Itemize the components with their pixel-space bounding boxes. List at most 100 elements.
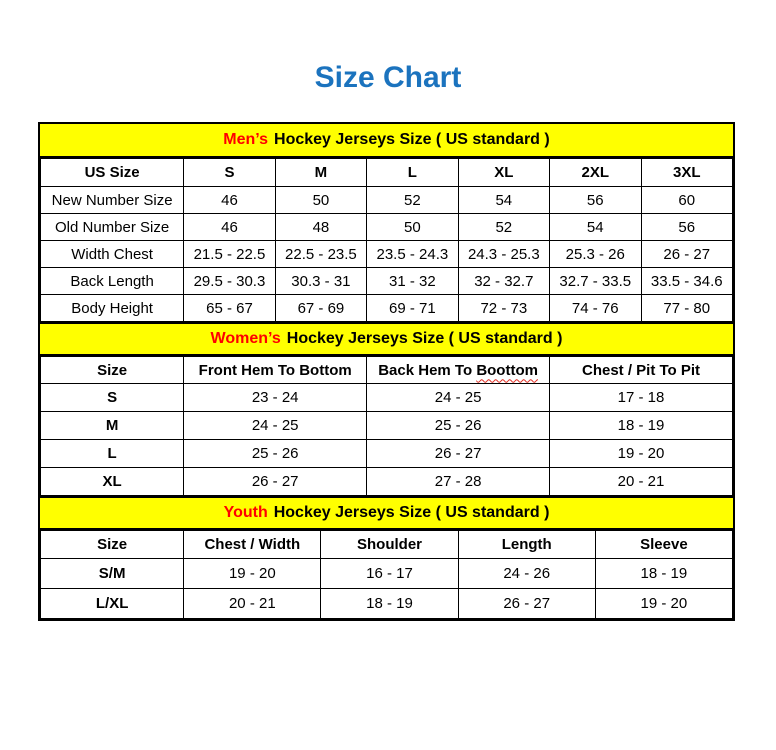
value-cell: 46 <box>183 186 276 214</box>
value-cell: 52 <box>366 186 459 214</box>
value-cell: 19 - 20 <box>549 439 733 468</box>
value-cell: 25 - 26 <box>366 411 551 440</box>
row-label: L/XL <box>39 588 185 619</box>
value-cell: 26 - 27 <box>640 240 733 268</box>
table-row: S/M 19 - 20 16 - 17 24 - 26 18 - 19 <box>39 558 734 589</box>
heading-accent: Youth <box>223 504 268 521</box>
value-cell: 52 <box>457 213 551 241</box>
column-header: Length <box>457 530 596 559</box>
value-cell: 19 - 20 <box>183 558 322 589</box>
value-cell: 16 - 17 <box>320 558 459 589</box>
value-cell: 77 - 80 <box>640 294 733 322</box>
value-cell: 24.3 - 25.3 <box>457 240 551 268</box>
value-cell: 32 - 32.7 <box>457 267 551 295</box>
value-cell: 74 - 76 <box>549 294 642 322</box>
value-cell: 29.5 - 30.3 <box>183 267 276 295</box>
column-header: M <box>274 158 368 187</box>
value-cell: 72 - 73 <box>457 294 551 322</box>
value-cell: 56 <box>640 213 733 241</box>
row-label: New Number Size <box>39 186 185 214</box>
row-label: Back Length <box>39 267 185 295</box>
value-cell: 26 - 27 <box>457 588 596 619</box>
size-table-youth: Size Chest / Width Shoulder Length Sleeve S/M… <box>39 530 734 619</box>
section-heading-mens: Men’s Hockey Jerseys Size ( US standard ) <box>40 124 733 158</box>
row-label: M <box>39 411 185 440</box>
value-cell: 17 - 18 <box>549 383 733 412</box>
section-womens: Women’s Hockey Jerseys Size ( US standard… <box>39 322 733 496</box>
table-row: L 25 - 26 26 - 27 19 - 20 <box>39 439 733 468</box>
table-row: Body Height 65 - 67 67 - 69 69 - 71 72 - 73 7… <box>39 294 733 322</box>
value-cell: 27 - 28 <box>366 467 551 496</box>
value-cell: 48 <box>274 213 368 241</box>
column-header: 3XL <box>640 158 733 187</box>
header-row: US Size S M L XL 2XL 3XL <box>39 158 733 187</box>
row-label: Body Height <box>39 294 185 322</box>
column-header: Size <box>39 530 185 559</box>
row-label: Width Chest <box>39 240 185 268</box>
column-header: L <box>366 158 459 187</box>
value-cell: 33.5 - 34.6 <box>640 267 733 295</box>
column-header: Back Hem To Boottom <box>366 356 551 384</box>
value-cell: 46 <box>183 213 276 241</box>
value-cell: 69 - 71 <box>366 294 459 322</box>
header-row: Size Front Hem To Bottom Back Hem To Boott… <box>39 356 733 384</box>
section-mens: Men’s Hockey Jerseys Size ( US standard )… <box>39 124 733 322</box>
value-cell: 60 <box>640 186 733 214</box>
value-cell: 18 - 19 <box>594 558 734 589</box>
value-cell: 20 - 21 <box>549 467 733 496</box>
section-youth: Youth Hockey Jerseys Size ( US standard )… <box>39 496 734 619</box>
value-cell: 24 - 26 <box>457 558 596 589</box>
value-cell: 26 - 27 <box>366 439 551 468</box>
value-cell: 22.5 - 23.5 <box>274 240 368 268</box>
value-cell: 56 <box>549 186 642 214</box>
value-cell: 50 <box>366 213 459 241</box>
value-cell: 26 - 27 <box>183 467 368 496</box>
column-header: Chest / Width <box>183 530 322 559</box>
page-title: Size Chart <box>314 61 462 94</box>
misspelled-word: Boottom <box>476 361 538 379</box>
value-cell: 18 - 19 <box>549 411 733 440</box>
size-table-mens: US Size S M L XL 2XL 3XL New Number Size 46 50 52 5… <box>39 158 733 322</box>
value-cell: 24 - 25 <box>183 411 368 440</box>
row-label: Old Number Size <box>39 213 185 241</box>
size-table-womens: Size Front Hem To Bottom Back Hem To Boott… <box>39 356 733 496</box>
row-label: S/M <box>39 558 185 589</box>
heading-accent: Women’s <box>210 330 281 347</box>
column-header: US Size <box>39 158 185 187</box>
heading-text: Hockey Jerseys Size ( US standard ) <box>286 330 563 347</box>
table-row: Width Chest 21.5 - 22.5 22.5 - 23.5 23.5 - … <box>39 240 733 268</box>
section-heading-womens: Women’s Hockey Jerseys Size ( US standard… <box>40 322 733 356</box>
row-label: S <box>39 383 185 412</box>
value-cell: 25.3 - 26 <box>549 240 642 268</box>
column-header: Front Hem To Bottom <box>183 356 368 384</box>
value-cell: 23 - 24 <box>183 383 368 412</box>
column-header: S <box>183 158 276 187</box>
value-cell: 65 - 67 <box>183 294 276 322</box>
value-cell: 25 - 26 <box>183 439 368 468</box>
size-chart-tables: Men’s Hockey Jerseys Size ( US standard )… <box>38 122 735 621</box>
column-header: Size <box>39 356 185 384</box>
table-row: Old Number Size 46 48 50 52 54 56 <box>39 213 733 241</box>
table-row: M 24 - 25 25 - 26 18 - 19 <box>39 411 733 440</box>
heading-text: Hockey Jerseys Size ( US standard ) <box>274 131 550 148</box>
value-cell: 24 - 25 <box>366 383 551 412</box>
table-row: Back Length 29.5 - 30.3 30.3 - 31 31 - 32 32… <box>39 267 733 295</box>
section-heading-youth: Youth Hockey Jerseys Size ( US standard ) <box>40 496 733 530</box>
value-cell: 67 - 69 <box>274 294 368 322</box>
table-row: New Number Size 46 50 52 54 56 60 <box>39 186 733 214</box>
value-cell: 18 - 19 <box>320 588 459 619</box>
table-row: L/XL 20 - 21 18 - 19 26 - 27 19 - 20 <box>39 588 734 619</box>
row-label: L <box>39 439 185 468</box>
value-cell: 19 - 20 <box>594 588 734 619</box>
table-row: XL 26 - 27 27 - 28 20 - 21 <box>39 467 733 496</box>
column-header: Shoulder <box>320 530 459 559</box>
column-header: XL <box>457 158 551 187</box>
value-cell: 23.5 - 24.3 <box>366 240 459 268</box>
column-header: 2XL <box>549 158 642 187</box>
heading-accent: Men’s <box>223 131 269 148</box>
value-cell: 54 <box>457 186 551 214</box>
value-cell: 32.7 - 33.5 <box>549 267 642 295</box>
value-cell: 31 - 32 <box>366 267 459 295</box>
column-header: Chest / Pit To Pit <box>549 356 733 384</box>
header-row: Size Chest / Width Shoulder Length Sleeve <box>39 530 734 559</box>
